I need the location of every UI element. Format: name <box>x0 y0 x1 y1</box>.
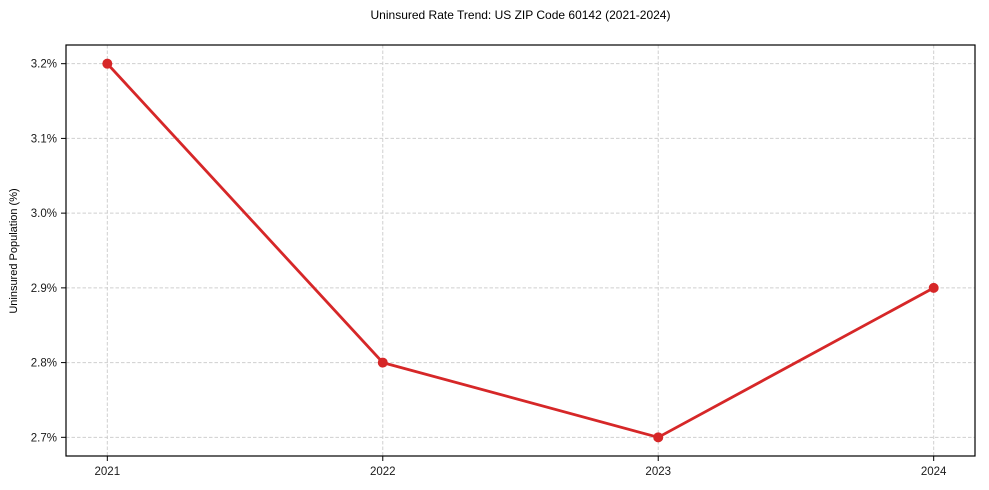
x-tick-label: 2024 <box>921 466 947 478</box>
plot-border <box>65 44 976 457</box>
chart-title: Uninsured Rate Trend: US ZIP Code 60142 … <box>370 8 671 22</box>
y-tick-label: 3.0% <box>31 208 57 220</box>
data-point <box>102 58 113 69</box>
x-tick-label: 2023 <box>645 466 671 478</box>
y-tick-label: 3.2% <box>31 59 57 71</box>
y-tick-label: 2.9% <box>31 283 57 295</box>
data-point <box>377 357 388 368</box>
y-tick-label: 3.1% <box>31 133 57 145</box>
y-tick-label: 2.7% <box>31 432 57 444</box>
y-tick-label: 2.8% <box>31 358 57 370</box>
data-point <box>928 282 939 293</box>
x-tick-label: 2021 <box>95 466 121 478</box>
data-point <box>653 432 664 443</box>
x-tick-label: 2022 <box>370 466 396 478</box>
trend-line <box>105 62 936 439</box>
